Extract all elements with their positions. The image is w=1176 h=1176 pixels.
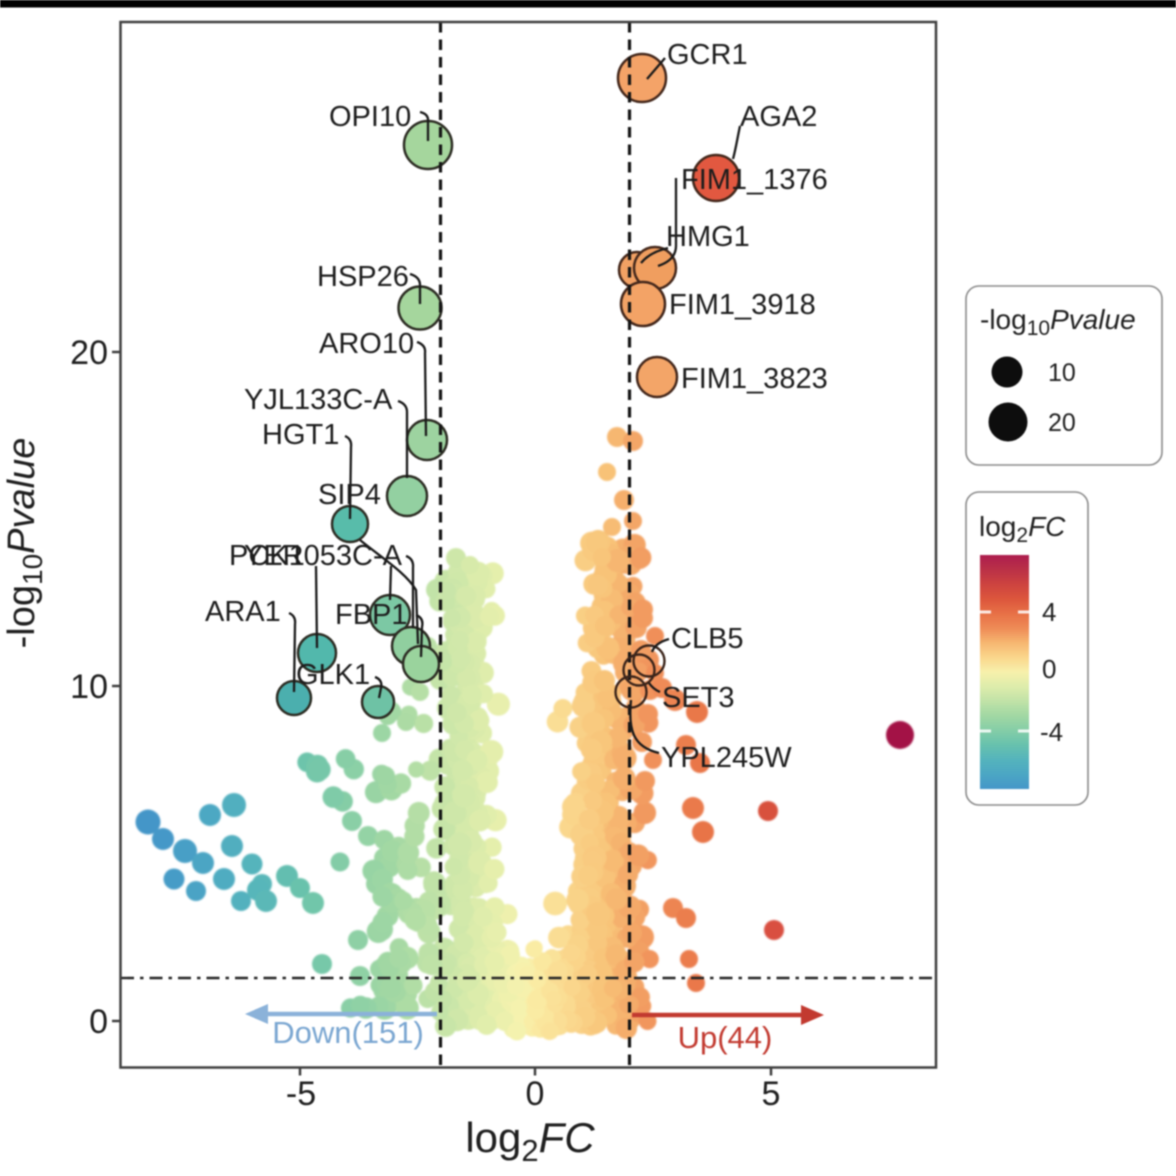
svg-text:FIM1_3918: FIM1_3918 [669,289,816,321]
svg-text:Down(151): Down(151) [272,1015,424,1050]
svg-text:OPI10: OPI10 [329,101,411,133]
svg-text:5: 5 [762,1075,781,1113]
svg-text:FIM1_1376: FIM1_1376 [681,164,828,196]
svg-text:AGA2: AGA2 [740,101,817,133]
svg-text:CLB5: CLB5 [671,623,744,655]
svg-text:SET3: SET3 [662,682,735,714]
svg-text:10: 10 [70,668,108,706]
svg-text:GCR1: GCR1 [667,39,748,71]
svg-text:YPL245W: YPL245W [661,742,792,774]
svg-text:10: 10 [1048,359,1076,387]
svg-text:4: 4 [1042,597,1056,627]
svg-text:YER053C-A: YER053C-A [244,540,403,572]
svg-text:ARO10: ARO10 [319,328,414,360]
svg-text:-log10Pvalue: -log10Pvalue [980,304,1136,340]
svg-text:-log10Pvalue: -log10Pvalue [1,438,48,649]
svg-text:20: 20 [1048,409,1076,437]
svg-text:ARA1: ARA1 [205,596,281,628]
svg-text:HGT1: HGT1 [262,419,339,451]
svg-text:FBP1: FBP1 [335,599,408,631]
svg-text:SIP4: SIP4 [318,479,381,511]
svg-text:0: 0 [1042,654,1056,684]
svg-text:-4: -4 [1040,717,1063,747]
svg-text:0: 0 [89,1003,108,1041]
svg-text:FIM1_3823: FIM1_3823 [681,363,828,395]
svg-text:PCK1: PCK1 [229,540,305,572]
svg-text:Up(44): Up(44) [678,1020,773,1055]
svg-text:20: 20 [70,334,108,372]
svg-text:HMG1: HMG1 [666,221,750,253]
svg-text:0: 0 [526,1075,545,1113]
svg-text:HSP26: HSP26 [317,261,409,293]
svg-text:GLK1: GLK1 [296,659,370,691]
svg-text:-5: -5 [286,1075,316,1113]
svg-text:YJL133C-A: YJL133C-A [244,384,393,416]
